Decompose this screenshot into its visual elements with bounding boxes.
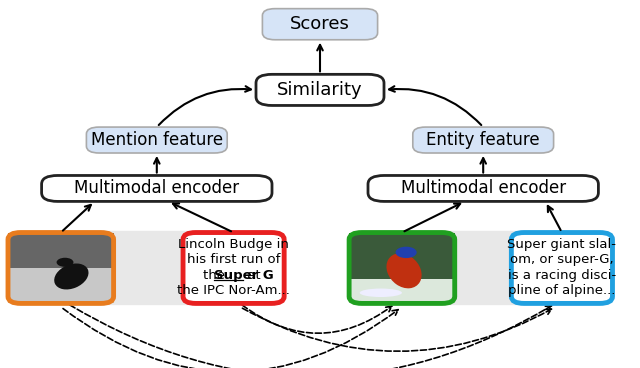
FancyBboxPatch shape [413,127,554,153]
FancyBboxPatch shape [355,231,611,305]
Bar [8,268,114,303]
Text: the IPC Nor-Am...: the IPC Nor-Am... [177,284,290,297]
Ellipse shape [360,289,402,297]
FancyBboxPatch shape [368,176,598,201]
FancyBboxPatch shape [511,233,612,303]
FancyBboxPatch shape [183,233,284,303]
Text: Similarity: Similarity [277,81,363,99]
Ellipse shape [387,253,422,289]
Bar [349,233,455,279]
Text: at: at [243,269,260,282]
Text: Entity feature: Entity feature [426,131,540,149]
FancyBboxPatch shape [42,176,272,201]
Text: his first run of: his first run of [187,253,280,266]
Text: Multimodal encoder: Multimodal encoder [74,180,239,198]
FancyBboxPatch shape [29,231,285,305]
Circle shape [396,247,417,258]
Text: is a racing disci-: is a racing disci- [508,269,616,282]
FancyBboxPatch shape [86,127,227,153]
Text: Multimodal encoder: Multimodal encoder [401,180,566,198]
FancyBboxPatch shape [256,74,384,106]
Text: Super giant slal-: Super giant slal- [508,238,616,251]
Text: om, or super-G,: om, or super-G, [510,253,614,266]
Ellipse shape [54,263,88,290]
Bar [349,279,455,303]
Text: pline of alpine...: pline of alpine... [508,284,616,297]
Text: Lincoln Budge in: Lincoln Budge in [178,238,289,251]
Bar [8,233,114,268]
Circle shape [56,258,74,267]
FancyBboxPatch shape [262,8,378,40]
Text: Mention feature: Mention feature [91,131,223,149]
Text: Scores: Scores [290,15,350,33]
Text: the: the [204,269,230,282]
Text: Super G: Super G [214,269,274,282]
